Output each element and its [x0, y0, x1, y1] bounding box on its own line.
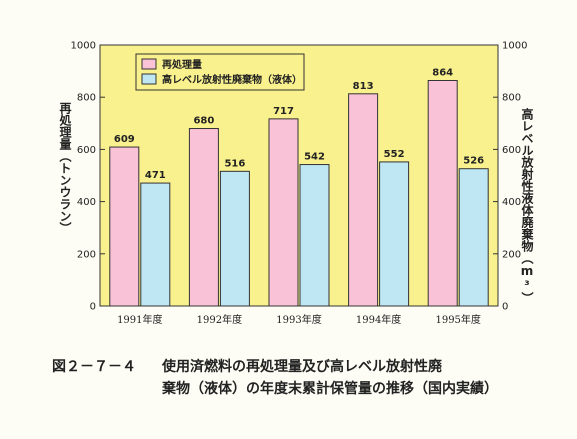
bar-value-label: 471 — [145, 170, 166, 181]
x-tick-label: 1995年度 — [435, 313, 480, 326]
left-axis: 0 200 400 600 800 1000 — [71, 41, 105, 313]
bar — [348, 93, 379, 307]
left-tick-label: 200 — [77, 249, 96, 260]
bar — [458, 168, 489, 307]
bar — [299, 164, 330, 307]
figure-caption: 図２－７－４ 使用済燃料の再処理量及び高レベル放射性廃 棄物（液体）の年度末累計保… — [52, 356, 552, 400]
bar-value-label: 526 — [463, 156, 484, 167]
bar — [219, 170, 250, 307]
bar-value-label: 542 — [304, 152, 325, 163]
right-tick-label: 200 — [502, 249, 521, 260]
bar-value-label: 552 — [384, 149, 405, 160]
x-tick-label: 1993年度 — [276, 313, 321, 326]
right-axis: 0 200 400 600 800 1000 — [493, 41, 527, 313]
left-tick-label: 600 — [77, 145, 96, 156]
legend-swatch — [141, 58, 157, 70]
bar-value-label: 864 — [432, 67, 453, 78]
bar-value-label: 813 — [353, 81, 374, 92]
bar — [427, 79, 458, 307]
left-tick-label: 800 — [77, 93, 96, 104]
legend-swatch — [141, 73, 157, 85]
bars: 609 471 680 516 717 542 813 552 864 526 — [109, 67, 489, 307]
bar — [268, 118, 299, 307]
bar-value-label: 516 — [224, 158, 245, 169]
legend-box — [135, 53, 305, 91]
right-tick-label: 1000 — [502, 41, 527, 52]
bar — [188, 128, 219, 307]
caption-number: 図２－７－４ — [52, 359, 136, 375]
right-tick-label: 0 — [502, 302, 508, 313]
right-tick-label: 800 — [502, 93, 521, 104]
right-tick-label: 600 — [502, 145, 521, 156]
left-tick-label: 0 — [90, 302, 96, 313]
bar-value-label: 717 — [273, 106, 294, 117]
bar — [379, 161, 410, 307]
y-axis-title-left: 再処理量（トンウラン） — [58, 102, 72, 234]
left-tick-label: 1000 — [71, 41, 96, 52]
bar-value-label: 680 — [193, 116, 214, 127]
x-tick-label: 1994年度 — [356, 313, 401, 326]
left-tick-label: 400 — [77, 197, 96, 208]
bar-value-label: 609 — [114, 134, 135, 145]
bar — [140, 182, 171, 307]
bar — [109, 146, 140, 307]
legend-label: 再処理量 — [162, 58, 202, 71]
caption-line-2: 棄物（液体）の年度末累計保管量の推移（国内実績） — [162, 381, 498, 397]
right-tick-label: 400 — [502, 197, 521, 208]
legend-label: 高レベル放射性廃棄物（液体） — [162, 73, 302, 86]
x-tick-label: 1992年度 — [197, 313, 242, 326]
y-axis-title-right: 高レベル放射性液体廃棄物（m³） — [520, 108, 534, 304]
caption-line-1: 使用済燃料の再処理量及び高レベル放射性廃 — [162, 359, 442, 375]
x-axis: 1991年度 1992年度 1993年度 1994年度 1995年度 — [117, 313, 481, 326]
x-tick-label: 1991年度 — [117, 313, 162, 326]
